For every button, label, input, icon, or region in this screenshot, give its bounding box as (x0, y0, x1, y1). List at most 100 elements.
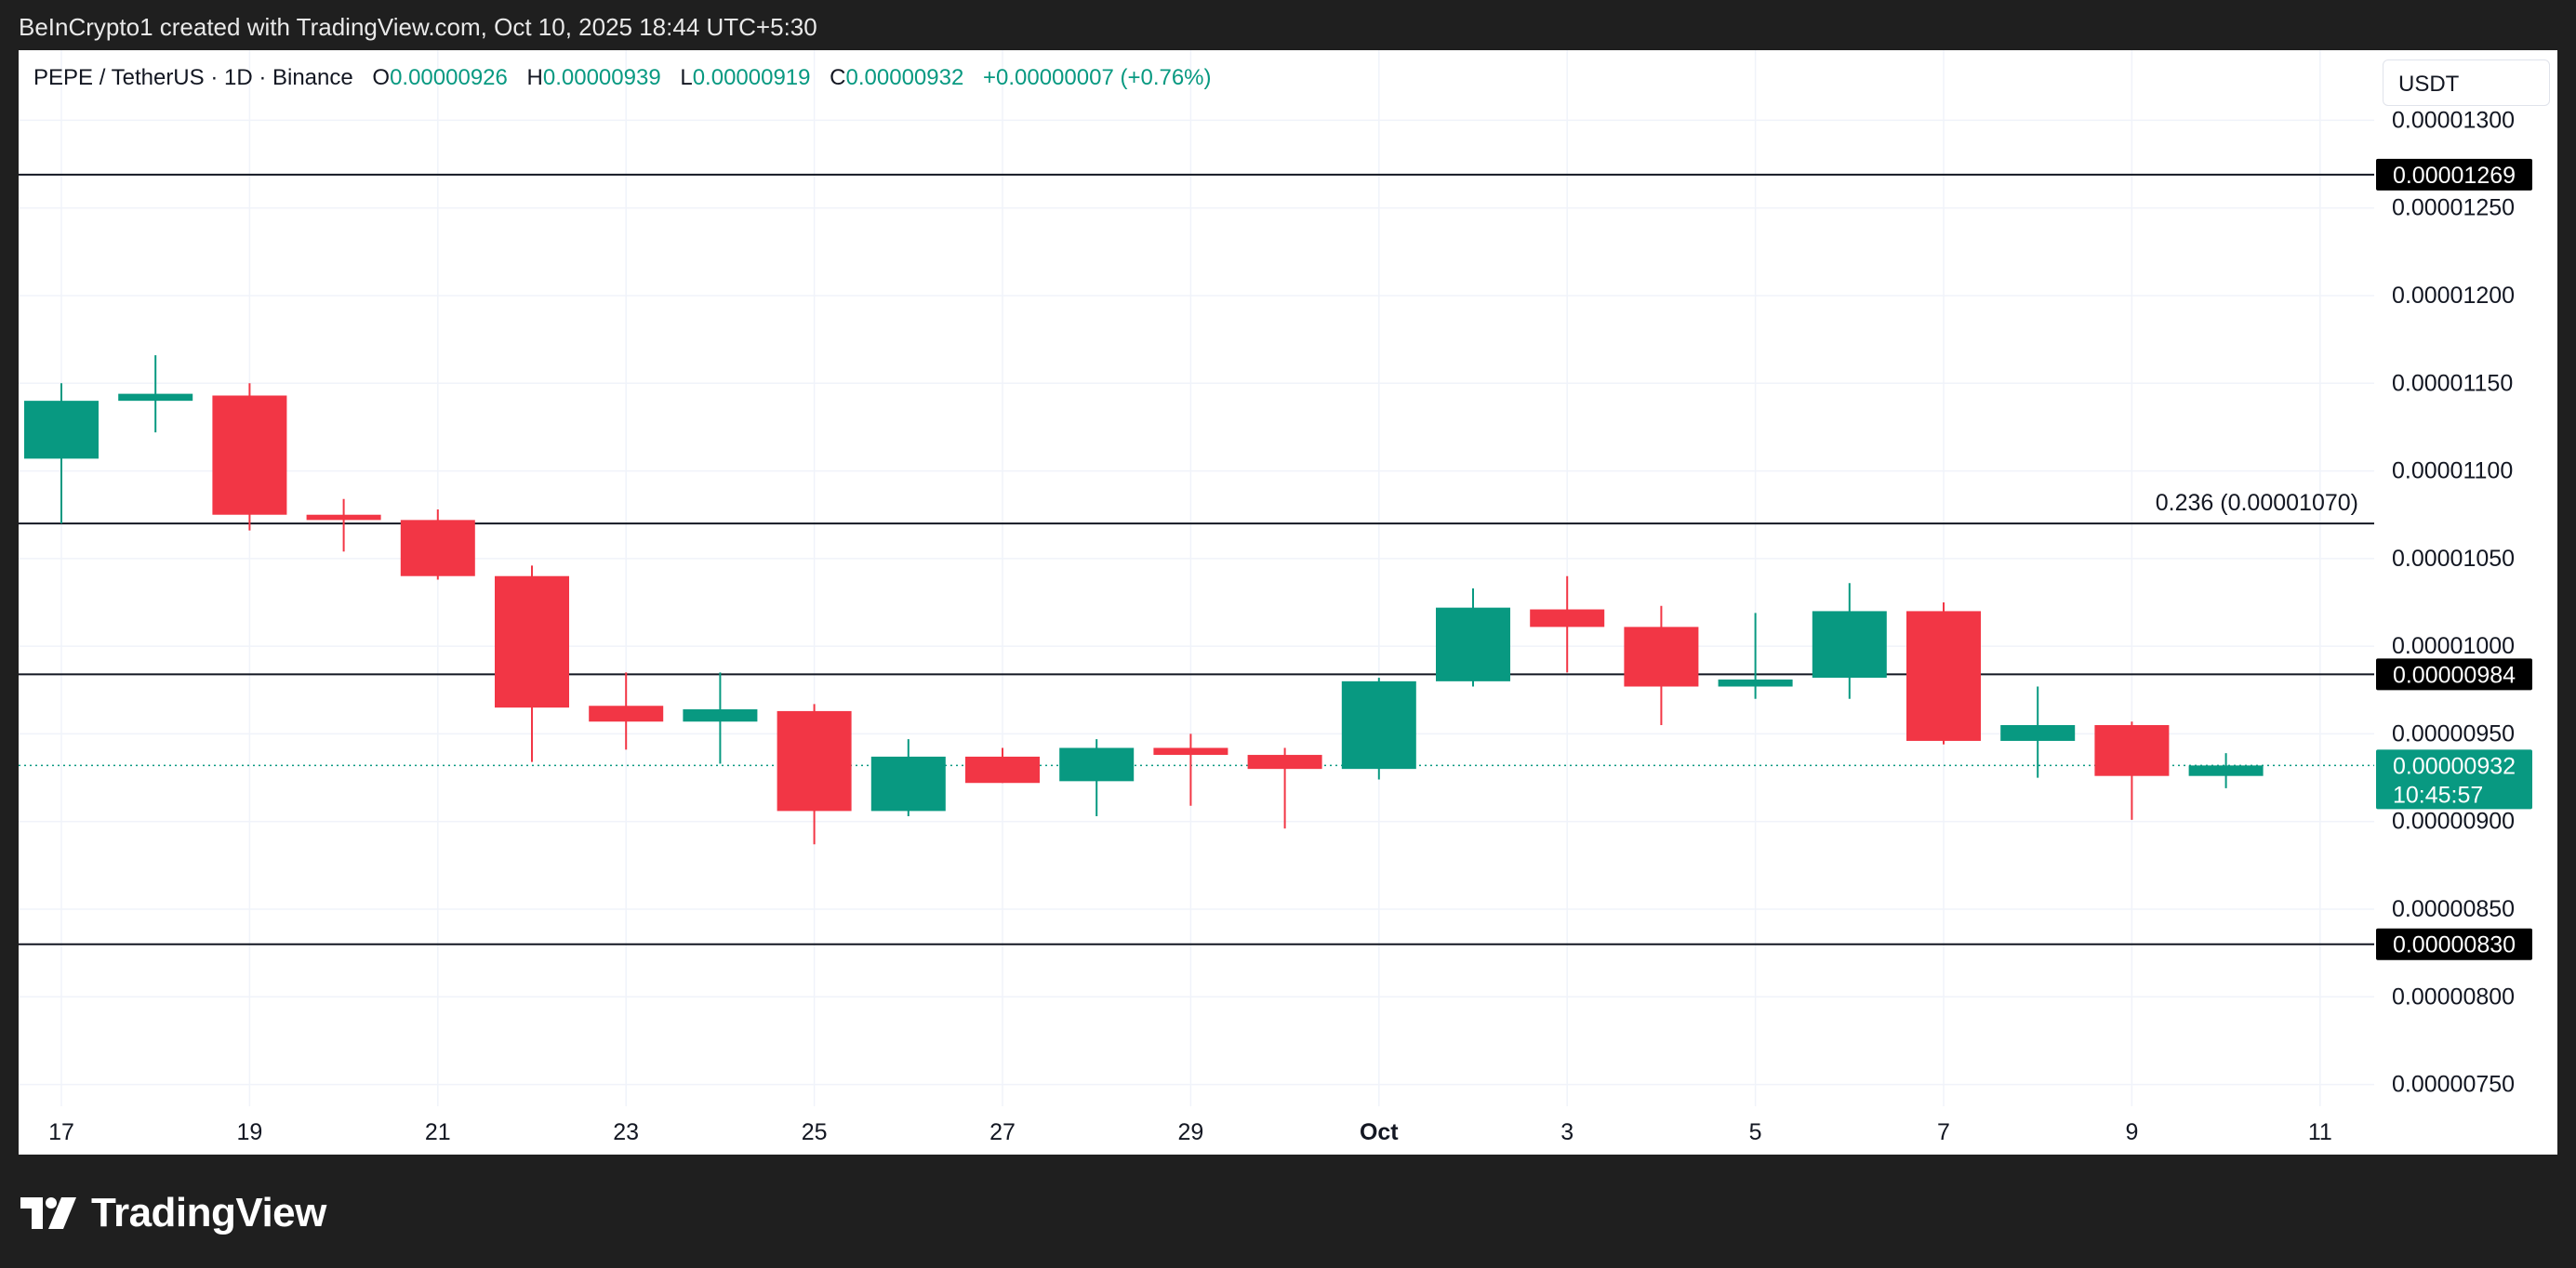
candle (2094, 721, 2170, 820)
y-tick-label: 0.00000950 (2392, 720, 2515, 746)
candle-body (495, 575, 569, 708)
candle (495, 565, 569, 762)
candle-body (306, 514, 381, 521)
legend-close-value: 0.00000932 (845, 65, 964, 90)
x-tick-label: Oct (1360, 1119, 1399, 1145)
x-tick-label: 11 (2308, 1119, 2332, 1145)
candle (1906, 602, 1981, 745)
candle (24, 383, 99, 524)
chart-panel[interactable] (19, 50, 2557, 1155)
candle (589, 672, 664, 750)
y-tick-label: 0.00001100 (2392, 458, 2513, 484)
candle (212, 383, 287, 531)
candle-body (400, 520, 475, 576)
candle-body (212, 395, 287, 515)
candle-body (965, 756, 1040, 784)
y-tick-label: 0.00001250 (2392, 195, 2515, 221)
candle-body (1906, 611, 1981, 741)
candle-body (2094, 725, 2170, 776)
candle (1530, 575, 1605, 673)
candle (870, 739, 946, 817)
candle (1341, 678, 1416, 780)
candle-body (118, 393, 193, 402)
candle (1059, 739, 1135, 817)
x-tick-label: 29 (1177, 1119, 1203, 1145)
candle (118, 355, 193, 433)
x-tick-label: 17 (48, 1119, 74, 1145)
candle (1812, 583, 1887, 699)
price-level-badge-text: 0.00001269 (2393, 163, 2516, 189)
y-tick-label: 0.00000900 (2392, 809, 2515, 835)
y-tick-label: 0.00001300 (2392, 107, 2515, 133)
candle-body (1341, 680, 1416, 770)
candle-body (1812, 611, 1887, 679)
price-labels-layer: 0.00001269 0.236 (0.00001070) 0.00000984 0.… (2156, 158, 2532, 960)
candle (2000, 686, 2076, 778)
candle-body (1436, 607, 1510, 681)
legend-change: +0.00000007 (+0.76%) (982, 65, 1212, 90)
candle (683, 672, 758, 764)
x-tick-label: 5 (1749, 1119, 1762, 1145)
candle-body (777, 710, 852, 812)
candle-body (2000, 725, 2076, 741)
x-tick-label: 25 (802, 1119, 828, 1145)
axis-layer: 0.00001300 0.00001250 0.00001200 0.00001150… (48, 107, 2515, 1145)
price-level-badge (2376, 928, 2532, 960)
candle (306, 498, 381, 552)
x-tick-label: 23 (613, 1119, 639, 1145)
candle (1718, 613, 1793, 699)
y-tick-label: 0.00001150 (2392, 370, 2513, 396)
x-tick-label: 7 (1937, 1119, 1950, 1145)
legend-low-label: L (680, 65, 693, 90)
currency-unit-selector[interactable]: USDT (2383, 59, 2550, 106)
price-level-badge-text: 0.00000984 (2393, 662, 2516, 688)
candle-body (24, 401, 99, 459)
last-price-badge (2376, 749, 2532, 810)
fib-level-label: 0.236 (0.00001070) (2156, 490, 2358, 516)
candle-body (1153, 747, 1228, 756)
tradingview-logo[interactable]: TradingView (20, 1188, 326, 1238)
x-tick-label: 21 (425, 1119, 451, 1145)
candle-body (589, 706, 664, 722)
legend-high-value: 0.00000939 (542, 65, 661, 90)
legend-close-label: C (830, 65, 846, 90)
x-tick-label: 3 (1560, 1119, 1573, 1145)
candle-body (870, 756, 946, 812)
bar-countdown-text: 10:45:57 (2393, 782, 2483, 808)
header-bar: BeInCrypto1 created with TradingView.com… (0, 0, 2576, 50)
candle-body (1059, 747, 1135, 782)
legend-open-value: 0.00000926 (390, 65, 508, 90)
candle-body (1718, 679, 1793, 687)
tradingview-logo-icon (20, 1197, 76, 1229)
grid-layer (19, 50, 2374, 1106)
candle (400, 509, 475, 580)
x-tick-label: 9 (2125, 1119, 2138, 1145)
y-tick-label: 0.00001050 (2392, 546, 2515, 572)
candles-layer (24, 355, 2264, 845)
y-tick-label: 0.00000850 (2392, 896, 2515, 922)
y-tick-label: 0.00001200 (2392, 283, 2515, 309)
price-level-badge (2376, 158, 2532, 191)
candle (777, 704, 852, 845)
legend-high-label: H (526, 65, 543, 90)
tradingview-brand-text: TradingView (91, 1190, 326, 1235)
candle-body (1247, 755, 1322, 770)
price-level-badge (2376, 658, 2532, 691)
candle (1624, 605, 1699, 725)
x-tick-label: 19 (236, 1119, 262, 1145)
candle-body (1530, 609, 1605, 627)
horizontal-lines-layer (19, 173, 2374, 945)
candle (1153, 733, 1228, 806)
y-tick-label: 0.00000750 (2392, 1072, 2515, 1098)
legend-open-label: O (372, 65, 391, 90)
candle (1436, 588, 1510, 687)
y-tick-label: 0.00000800 (2392, 984, 2515, 1010)
attribution-text: BeInCrypto1 created with TradingView.com… (19, 13, 817, 41)
symbol-legend: PEPE / TetherUS · 1D · Binance O0.000009… (33, 65, 1212, 91)
y-tick-label: 0.00001000 (2392, 633, 2515, 659)
last-price-text: 0.00000932 (2393, 753, 2516, 779)
legend-symbol[interactable]: PEPE / TetherUS · 1D · Binance (33, 65, 353, 90)
candle (1247, 747, 1322, 829)
price-level-badge-text: 0.00000830 (2393, 932, 2516, 958)
